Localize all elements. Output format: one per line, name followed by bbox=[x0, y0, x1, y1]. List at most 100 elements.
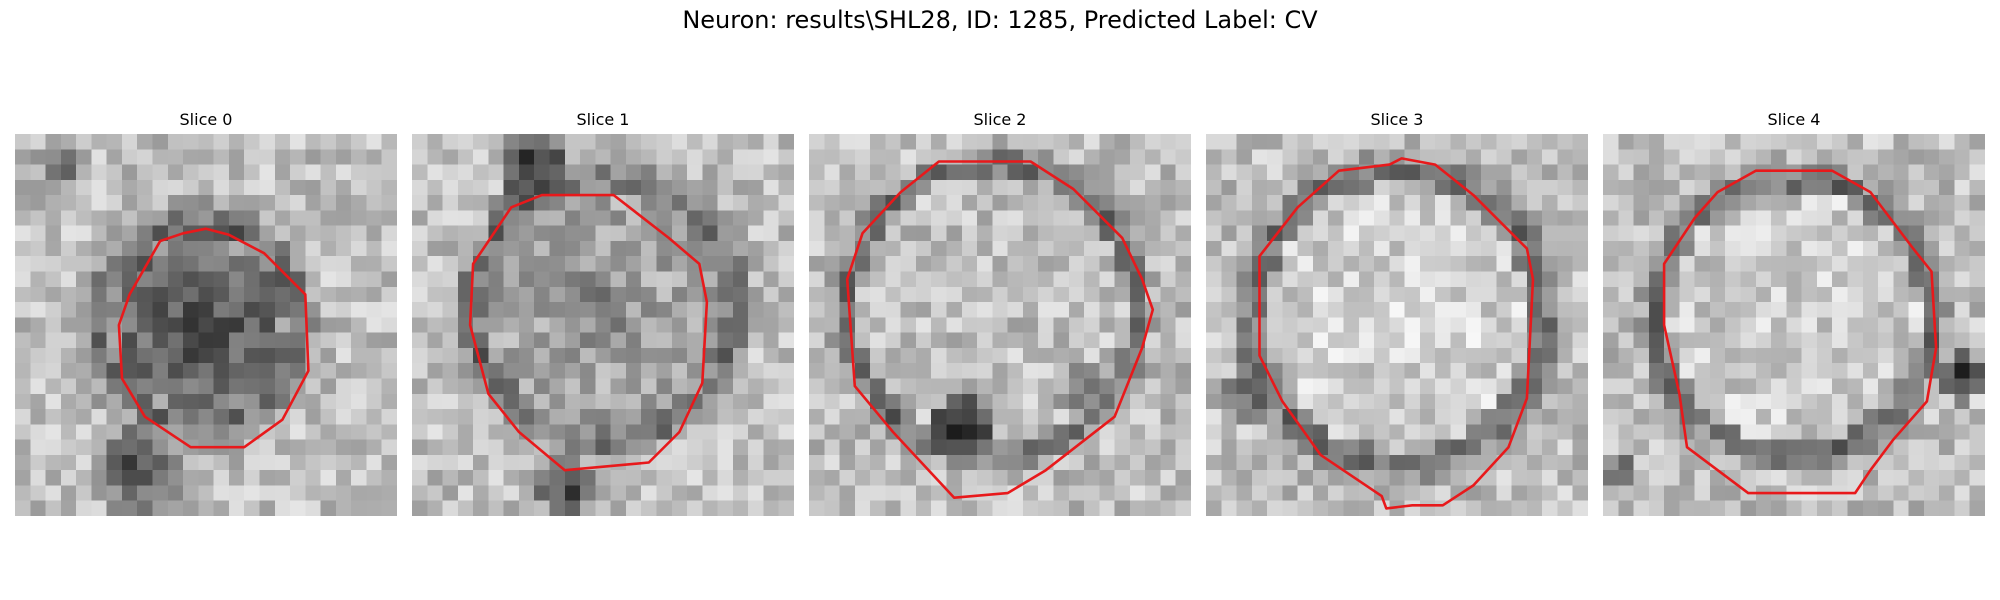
pixel-cell bbox=[961, 439, 978, 456]
pixel-cell bbox=[1022, 378, 1039, 395]
pixel-cell bbox=[30, 286, 47, 303]
pixel-cell bbox=[183, 164, 199, 181]
pixel-cell bbox=[1816, 424, 1833, 441]
pixel-cell bbox=[259, 271, 276, 288]
pixel-cell bbox=[1725, 134, 1742, 150]
pixel-cell bbox=[335, 347, 352, 364]
pixel-cell bbox=[580, 317, 596, 334]
pixel-cell bbox=[1878, 454, 1894, 471]
pixel-cell bbox=[503, 286, 520, 303]
pixel-cell bbox=[1084, 164, 1100, 181]
pixel-cell bbox=[1038, 317, 1055, 334]
pixel-cell bbox=[91, 164, 108, 181]
pixel-cell bbox=[1816, 271, 1833, 288]
pixel-cell bbox=[91, 470, 108, 487]
pixel-cell bbox=[854, 210, 871, 227]
pixel-cell bbox=[1236, 485, 1253, 502]
pixel-cell bbox=[198, 409, 215, 425]
pixel-cell bbox=[1771, 470, 1787, 487]
pixel-cell bbox=[1160, 347, 1177, 364]
pixel-cell bbox=[320, 149, 337, 166]
pixel-cell bbox=[1709, 470, 1726, 487]
pixel-cell bbox=[1450, 393, 1467, 410]
pixel-cell bbox=[1878, 485, 1894, 502]
pixel-cell bbox=[1251, 424, 1268, 441]
pixel-cell bbox=[1465, 240, 1482, 257]
pixel-cell bbox=[76, 256, 92, 273]
pixel-cell bbox=[244, 378, 261, 395]
pixel-cell bbox=[1481, 195, 1497, 211]
pixel-cell bbox=[518, 286, 535, 303]
pixel-cell bbox=[595, 332, 612, 349]
pixel-cell bbox=[1740, 439, 1757, 456]
pixel-cell bbox=[1068, 332, 1085, 349]
pixel-cell bbox=[1511, 439, 1528, 456]
pixel-cell bbox=[274, 134, 291, 150]
pixel-cell bbox=[1847, 240, 1864, 257]
pixel-cell bbox=[1694, 424, 1711, 441]
pixel-cell bbox=[732, 164, 749, 181]
pixel-cell bbox=[641, 393, 658, 410]
pixel-cell bbox=[1068, 286, 1085, 303]
pixel-cell bbox=[76, 302, 92, 318]
pixel-cell bbox=[1022, 409, 1039, 425]
pixel-cell bbox=[1801, 225, 1818, 242]
pixel-cell bbox=[977, 332, 993, 349]
pixel-cell bbox=[320, 409, 337, 425]
pixel-cell bbox=[1312, 256, 1329, 273]
pixel-cell bbox=[915, 439, 932, 456]
pixel-cell bbox=[1145, 485, 1162, 502]
pixel-cell bbox=[305, 195, 322, 211]
pixel-cell bbox=[45, 378, 62, 395]
pixel-cell bbox=[641, 164, 658, 181]
pixel-cell bbox=[961, 485, 978, 502]
pixel-cell bbox=[1709, 286, 1726, 303]
pixel-cell bbox=[1435, 347, 1452, 364]
pixel-cell bbox=[854, 271, 871, 288]
pixel-cell bbox=[1435, 317, 1452, 334]
pixel-cell bbox=[1450, 271, 1467, 288]
pixel-cell bbox=[198, 454, 215, 471]
pixel-cell bbox=[1297, 470, 1314, 487]
pixel-cell bbox=[1145, 256, 1162, 273]
pixel-cell bbox=[1511, 271, 1528, 288]
pixel-cell bbox=[656, 409, 673, 425]
pixel-cell bbox=[335, 164, 352, 181]
pixel-cell bbox=[702, 134, 719, 150]
pixel-cell bbox=[961, 225, 978, 242]
pixel-cell bbox=[1145, 409, 1162, 425]
pixel-cell bbox=[1312, 485, 1329, 502]
pixel-cell bbox=[244, 149, 261, 166]
pixel-cell bbox=[1343, 225, 1360, 242]
pixel-cell bbox=[1740, 286, 1757, 303]
pixel-cell bbox=[977, 302, 993, 318]
pixel-cell bbox=[1679, 134, 1696, 150]
pixel-cell bbox=[1206, 271, 1222, 288]
pixel-cell bbox=[1648, 195, 1665, 211]
pixel-cell bbox=[854, 149, 871, 166]
pixel-cell bbox=[1572, 286, 1588, 303]
pixel-cell bbox=[732, 195, 749, 211]
pixel-cell bbox=[1572, 164, 1588, 181]
pixel-cell bbox=[641, 409, 658, 425]
pixel-cell bbox=[1374, 195, 1390, 211]
pixel-cell bbox=[106, 210, 123, 227]
pixel-cell bbox=[1542, 485, 1559, 502]
pixel-cell bbox=[549, 424, 566, 441]
pixel-cell bbox=[717, 332, 734, 349]
pixel-cell bbox=[534, 439, 551, 456]
pixel-cell bbox=[1496, 210, 1513, 227]
pixel-cell bbox=[1939, 271, 1956, 288]
pixel-cell bbox=[534, 378, 551, 395]
pixel-cell bbox=[1755, 302, 1772, 318]
pixel-cell bbox=[1022, 286, 1039, 303]
pixel-cell bbox=[870, 286, 886, 303]
pixel-cell bbox=[885, 317, 902, 334]
pixel-cell bbox=[1435, 485, 1452, 502]
pixel-cell bbox=[1832, 500, 1849, 516]
pixel-cell bbox=[1328, 424, 1345, 441]
pixel-cell bbox=[1465, 485, 1482, 502]
pixel-cell bbox=[763, 424, 780, 441]
pixel-cell bbox=[1435, 286, 1452, 303]
pixel-cell bbox=[183, 179, 199, 196]
